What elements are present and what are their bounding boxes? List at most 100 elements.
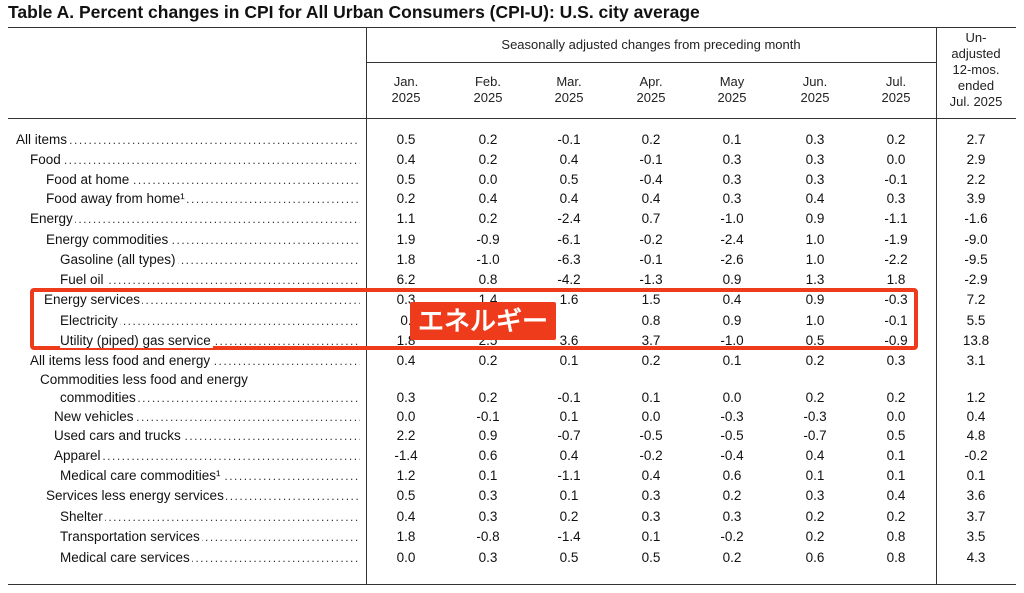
table-cell: 1.3 bbox=[805, 272, 825, 287]
row-label-text: Medical care commodities¹ bbox=[60, 468, 223, 483]
row-label: Electricity bbox=[60, 311, 120, 331]
table-cell: 0.0 bbox=[886, 152, 906, 167]
month-header-month: Jun. bbox=[802, 74, 828, 89]
table-top-rule bbox=[8, 27, 1016, 28]
table-cell: 0.8 bbox=[886, 550, 906, 565]
table-cell: 0.0 bbox=[396, 550, 416, 565]
table-bottom-rule bbox=[8, 584, 1016, 585]
table-cell bbox=[369, 370, 443, 390]
table-row: ........................................… bbox=[0, 507, 1024, 527]
table-cell: 0.3 bbox=[805, 132, 825, 147]
row-label-text: Energy bbox=[30, 211, 75, 226]
table-cell: -0.1 bbox=[557, 132, 581, 147]
table-cell: 0.8 bbox=[886, 529, 906, 544]
table-cell: 0.1 bbox=[559, 409, 579, 424]
row-label-text: Transportation services bbox=[60, 529, 202, 544]
table-cell: 3.6 bbox=[559, 333, 579, 348]
table-cell: -0.2 bbox=[639, 448, 663, 463]
leader-dots: ........................................… bbox=[30, 212, 360, 226]
table-cell: 0.4 bbox=[886, 488, 906, 503]
month-header-year: 2025 bbox=[717, 90, 747, 105]
month-header-year: 2025 bbox=[554, 90, 584, 105]
table-row: ........................................… bbox=[0, 170, 1024, 190]
table-row: ........................................… bbox=[0, 150, 1024, 170]
table-cell: 2.2 bbox=[396, 428, 416, 443]
table-cell: 3.7 bbox=[641, 333, 661, 348]
table-cell: 1.8 bbox=[886, 272, 906, 287]
table-row: ........................................… bbox=[0, 426, 1024, 446]
table-cell: 0.2 bbox=[805, 390, 825, 405]
table-cell: -0.3 bbox=[803, 409, 827, 424]
table-cell: -0.4 bbox=[639, 172, 663, 187]
table-cell: 0.3 bbox=[805, 172, 825, 187]
table-cell: 0.7 bbox=[641, 211, 661, 226]
table-cell: 0.6 bbox=[722, 468, 742, 483]
table-cell: -0.3 bbox=[720, 409, 744, 424]
table-row: ........................................… bbox=[0, 446, 1024, 466]
table-row: ........................................… bbox=[0, 407, 1024, 427]
leader-dots: ........................................… bbox=[30, 153, 360, 167]
table-cell: 2.7 bbox=[966, 132, 986, 147]
table-row: ........................................… bbox=[0, 548, 1024, 568]
month-header: Jan. 2025 bbox=[369, 74, 443, 106]
row-label: Gasoline (all types) bbox=[60, 250, 178, 270]
table-cell: 0.2 bbox=[641, 353, 661, 368]
month-header-month: Jan. bbox=[393, 74, 419, 89]
table-row: Commodities less food and energy bbox=[0, 370, 1024, 390]
table-cell: 0.3 bbox=[805, 152, 825, 167]
table-row: ........................................… bbox=[0, 486, 1024, 506]
table-cell: 5.5 bbox=[966, 313, 986, 328]
table-row: ........................................… bbox=[0, 230, 1024, 250]
table-cell: 1.5 bbox=[641, 292, 661, 307]
row-label: Fuel oil bbox=[60, 270, 106, 290]
table-cell: -1.4 bbox=[394, 448, 418, 463]
table-cell: 0.0 bbox=[886, 409, 906, 424]
month-header: Feb. 2025 bbox=[451, 74, 525, 106]
table-cell: 1.8 bbox=[396, 252, 416, 267]
table-cell: -1.0 bbox=[476, 252, 500, 267]
energy-annotation-label: エネルギー bbox=[410, 302, 557, 340]
table-cell: 0.4 bbox=[396, 509, 416, 524]
table-cell: 0.2 bbox=[478, 152, 498, 167]
table-cell: 0.4 bbox=[478, 191, 498, 206]
month-header: Apr. 2025 bbox=[614, 74, 688, 106]
group-header-rule bbox=[366, 62, 936, 63]
table-cell: -2.4 bbox=[720, 232, 744, 247]
table-cell: 0. bbox=[400, 313, 412, 328]
table-cell: 0.3 bbox=[805, 488, 825, 503]
table-cell: 0.9 bbox=[722, 313, 742, 328]
table-cell: 0.1 bbox=[722, 353, 742, 368]
table-cell: 0.1 bbox=[966, 468, 986, 483]
table-cell bbox=[778, 370, 852, 390]
unadjusted-header: Un- adjusted 12-mos. ended Jul. 2025 bbox=[949, 30, 1003, 109]
table-row: ........................................… bbox=[0, 270, 1024, 290]
table-cell: 1.0 bbox=[805, 232, 825, 247]
table-cell: 0.2 bbox=[478, 211, 498, 226]
row-label: All items less food and energy bbox=[30, 351, 213, 371]
table-title: Table A. Percent changes in CPI for All … bbox=[8, 2, 700, 22]
table-cell: 6.2 bbox=[396, 272, 416, 287]
table-cell: -6.3 bbox=[557, 252, 581, 267]
table-cell: 0.3 bbox=[478, 509, 498, 524]
table-cell: 3.1 bbox=[966, 353, 986, 368]
table-cell: 0.3 bbox=[886, 353, 906, 368]
table-cell: 0.5 bbox=[559, 172, 579, 187]
table-cell bbox=[451, 370, 525, 390]
month-header-month: Mar. bbox=[556, 74, 582, 89]
leader-dots: ........................................… bbox=[16, 133, 360, 147]
table-row: ........................................… bbox=[0, 527, 1024, 547]
row-label: Energy bbox=[30, 209, 75, 229]
table-cell: 0.4 bbox=[559, 191, 579, 206]
table-cell: 0.2 bbox=[478, 353, 498, 368]
table-cell: 1.9 bbox=[396, 232, 416, 247]
leader-dots: ........................................… bbox=[60, 273, 360, 287]
table-cell: 0.3 bbox=[886, 191, 906, 206]
table-cell: 0.2 bbox=[805, 509, 825, 524]
row-label: commodities bbox=[60, 388, 138, 408]
table-cell bbox=[532, 370, 606, 390]
row-label: Utility (piped) gas service bbox=[60, 331, 213, 351]
row-label: Food bbox=[30, 150, 63, 170]
row-label: Commodities less food and energy bbox=[40, 370, 250, 390]
table-cell: -0.9 bbox=[884, 333, 908, 348]
table-cell: 0.4 bbox=[641, 468, 661, 483]
